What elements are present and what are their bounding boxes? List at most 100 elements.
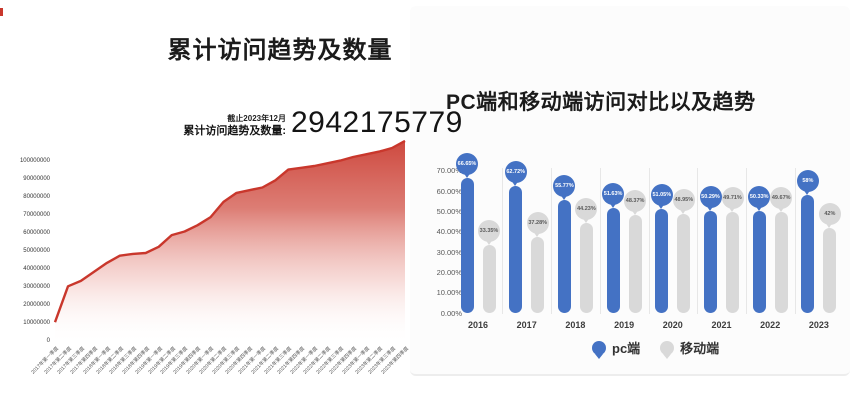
right-y-tick-label: 50.00%	[436, 207, 462, 216]
area-fill	[55, 140, 405, 341]
mobile-balloon-tail-2021	[728, 206, 736, 213]
group-separator	[794, 168, 796, 314]
left-y-tick-label: 10000000	[23, 319, 50, 326]
pc-legend-balloon-icon	[592, 340, 606, 359]
mobile-bar-2022	[774, 212, 788, 313]
mobile-bar-2017	[531, 237, 545, 313]
mobile-balloon-tail-2023	[825, 221, 834, 228]
pc-balloon-tail-2020	[657, 203, 666, 210]
right-y-tick-label: 70.00%	[436, 166, 462, 176]
pc-value-balloon-2019: 51.63%	[602, 183, 625, 206]
pc-bar-2022	[752, 210, 766, 313]
mobile-value-balloon-2016: 33.35%	[478, 220, 500, 243]
left-y-tick-label: 100000000	[19, 158, 50, 164]
left-y-tick-label: 80000000	[23, 193, 50, 200]
area-line	[53, 139, 406, 323]
mobile-value-balloon-2021: 49.71%	[721, 187, 744, 210]
pc-value-balloon-2021: 50.29%	[699, 185, 722, 208]
pc-value-balloon-2023: 58%	[796, 170, 819, 193]
kpi-value: 2942175779	[291, 106, 463, 139]
mobile-bar-2019	[628, 214, 642, 313]
mobile-legend-balloon-icon	[660, 340, 675, 359]
pc-balloon-tail-2023	[803, 189, 812, 196]
pc-balloon-tail-2021	[706, 204, 714, 211]
mobile-value-balloon-2020: 48.95%	[672, 188, 695, 211]
right-y-tick-label: 10.00%	[436, 288, 462, 298]
mobile-balloon-tail-2018	[581, 217, 590, 224]
pc-bar-2020	[655, 209, 669, 313]
x-category-label-2022: 2022	[760, 320, 781, 330]
mobile-bar-2020	[677, 213, 691, 313]
mobile-balloon-tail-2019	[630, 208, 639, 215]
x-category-label-2020: 2020	[662, 320, 683, 330]
right-y-tick-label: 0.00%	[440, 308, 462, 318]
left-y-tick-label: 30000000	[23, 283, 50, 290]
legend-item-pc: pc端	[592, 338, 641, 359]
mobile-balloon-tail-2017	[533, 231, 542, 238]
pc-value-balloon-2017: 62.72%	[504, 160, 527, 183]
kpi-label: 累计访问趋势及数量:	[183, 125, 286, 138]
mobile-balloon-tail-2020	[679, 207, 688, 214]
mobile-value-balloon-2022: 49.67%	[770, 187, 793, 210]
pc-value-balloon-2020: 51.05%	[650, 184, 673, 207]
right-y-tick-label: 60.00%	[436, 186, 462, 196]
group-separator	[697, 168, 699, 314]
page-edge-mark	[0, 8, 3, 16]
mobile-value-balloon-2017: 37.28%	[526, 212, 549, 235]
pc-balloon-tail-2016	[462, 171, 471, 178]
left-chart-title: 累计访问趋势及数量	[167, 37, 393, 64]
x-category-label-2019: 2019	[614, 320, 635, 330]
group-separator	[599, 168, 601, 314]
mobile-balloon-tail-2022	[776, 206, 785, 213]
left-y-tick-label: 90000000	[23, 176, 50, 182]
group-separator	[502, 168, 504, 314]
pc-bar-2018	[557, 199, 571, 313]
pc-value-balloon-2022: 50.33%	[748, 185, 771, 208]
left-y-tick-label: 0	[46, 337, 50, 344]
left-y-tick-label: 70000000	[23, 211, 50, 218]
mobile-bar-2016	[482, 245, 496, 313]
pc-bar-2017	[509, 185, 523, 313]
legend-label-mobile: 移动端	[680, 341, 720, 356]
legend-label-pc: pc端	[612, 341, 641, 356]
mobile-value-balloon-2018: 44.23%	[575, 198, 598, 221]
pc-balloon-tail-2017	[511, 179, 520, 186]
cumulative-area-chart	[53, 139, 406, 341]
group-separator	[551, 168, 553, 314]
kpi-caption: 截止2023年12月	[227, 114, 286, 123]
mobile-bar-2018	[579, 223, 593, 313]
pc-bar-2016	[460, 177, 474, 313]
pc-value-balloon-2018: 55.77%	[553, 174, 576, 197]
chart-legend: pc端 移动端	[592, 338, 720, 359]
legend-item-mobile: 移动端	[660, 338, 720, 359]
right-chart-title: PC端和移动端访问对比以及趋势	[446, 91, 756, 114]
group-separator	[648, 168, 650, 314]
right-y-tick-label: 40.00%	[436, 227, 462, 237]
mobile-balloon-tail-2016	[484, 239, 493, 246]
left-y-tick-label: 40000000	[23, 265, 50, 272]
pc-balloon-tail-2022	[754, 204, 763, 211]
x-category-label-2021: 2021	[711, 320, 732, 330]
mobile-value-balloon-2019: 48.37%	[624, 189, 647, 212]
pc-value-balloon-2016: 66.65%	[456, 152, 478, 175]
left-y-tick-label: 20000000	[23, 301, 50, 308]
kpi-block: 截止2023年12月 累计访问趋势及数量:	[120, 114, 286, 138]
left-y-tick-label: 60000000	[23, 229, 50, 236]
pc-bar-2019	[606, 208, 620, 313]
group-separator	[745, 168, 747, 314]
x-category-label-2017: 2017	[516, 320, 537, 330]
x-category-label-2023: 2023	[808, 320, 829, 330]
pc-bar-2021	[704, 210, 717, 313]
mobile-value-balloon-2023: 42%	[818, 202, 841, 225]
pc-bar-2023	[801, 195, 815, 313]
x-category-label-2016: 2016	[467, 320, 489, 330]
mobile-bar-2023	[823, 227, 837, 313]
right-y-tick-label: 20.00%	[436, 267, 462, 277]
x-category-label-2018: 2018	[565, 320, 586, 330]
mobile-bar-2021	[726, 212, 739, 313]
left-y-tick-label: 50000000	[23, 247, 50, 254]
pc-balloon-tail-2018	[559, 193, 568, 200]
